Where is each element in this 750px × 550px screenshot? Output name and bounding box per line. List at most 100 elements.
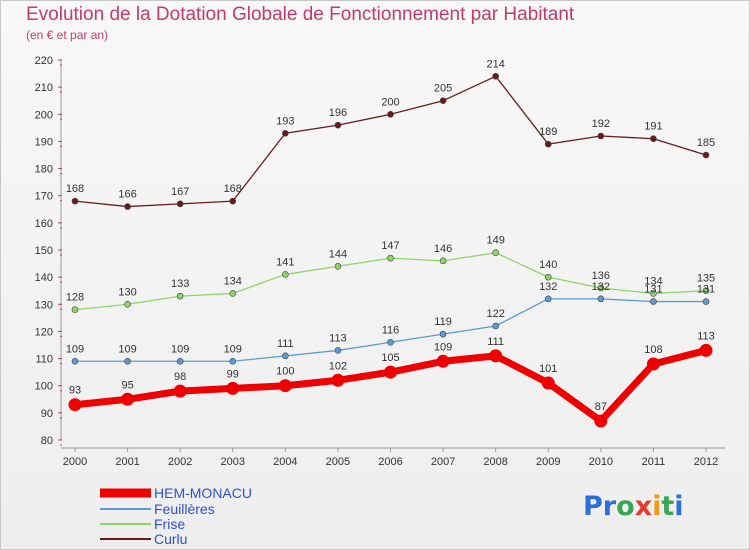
data-label: 168 — [66, 183, 84, 195]
data-point — [702, 151, 710, 159]
data-point — [282, 129, 289, 137]
x-tick-label: 2011 — [642, 456, 666, 468]
data-point — [702, 298, 710, 305]
data-label: 193 — [276, 115, 294, 127]
legend-label: Feuillères — [154, 501, 215, 517]
data-label: 185 — [697, 137, 715, 149]
x-tick-label: 2010 — [589, 456, 613, 468]
data-label: 134 — [224, 275, 242, 287]
data-label: 141 — [276, 256, 294, 268]
data-point — [544, 295, 552, 303]
data-label: 131 — [697, 284, 715, 296]
data-label: 122 — [486, 308, 504, 320]
data-label: 135 — [697, 273, 715, 285]
data-label: 147 — [381, 240, 399, 252]
data-point — [282, 352, 289, 360]
data-point — [489, 349, 503, 363]
data-label: 109 — [118, 343, 136, 355]
y-tick-label: 200 — [35, 109, 53, 121]
chart-subtitle: (en € et par an) — [26, 28, 109, 42]
data-point — [384, 365, 397, 379]
data-label: 166 — [118, 189, 136, 201]
data-point — [121, 392, 135, 406]
chart-title: Evolution de la Dotation Globale de Fonc… — [26, 4, 575, 25]
x-tick-label: 2012 — [694, 456, 718, 468]
data-label: 131 — [644, 284, 662, 296]
data-point — [594, 414, 608, 428]
data-point — [439, 97, 447, 105]
data-point — [699, 343, 713, 357]
y-tick-label: 130 — [35, 299, 53, 311]
y-tick-label: 180 — [35, 164, 53, 176]
data-label: 105 — [381, 352, 399, 364]
data-point — [597, 132, 605, 140]
data-point — [597, 295, 605, 303]
data-point — [229, 290, 237, 297]
y-tick-label: 150 — [35, 245, 53, 257]
data-point — [176, 357, 184, 365]
data-point — [541, 376, 555, 390]
x-tick-label: 2009 — [536, 456, 560, 468]
data-point — [439, 330, 447, 338]
data-point — [650, 290, 657, 297]
x-tick-label: 2005 — [326, 456, 350, 468]
y-tick-label: 210 — [35, 82, 53, 94]
data-label: 136 — [592, 270, 610, 282]
legend-label: HEM-MONACU — [154, 485, 252, 501]
data-point — [387, 110, 394, 118]
x-tick-label: 2007 — [431, 456, 455, 468]
data-point — [331, 373, 345, 387]
data-point — [650, 135, 657, 143]
data-label: 140 — [539, 259, 557, 271]
data-label: 111 — [277, 338, 294, 350]
data-point — [439, 257, 447, 265]
data-point — [173, 384, 187, 398]
data-point — [71, 197, 79, 205]
data-point — [71, 357, 79, 365]
data-point — [436, 354, 450, 368]
y-tick-label: 220 — [35, 55, 53, 67]
data-label: 192 — [592, 118, 610, 130]
data-label: 168 — [224, 183, 242, 195]
data-label: 134 — [644, 275, 662, 287]
y-tick-label: 190 — [35, 136, 53, 148]
data-point — [492, 322, 499, 330]
data-label: 87 — [595, 401, 607, 413]
y-tick-label: 120 — [35, 326, 53, 338]
data-label: 113 — [697, 330, 715, 342]
data-point — [334, 262, 342, 270]
legend-label: Curlu — [154, 531, 187, 547]
data-point — [544, 140, 552, 148]
data-label: 109 — [434, 341, 452, 353]
y-tick-label: 100 — [35, 381, 53, 393]
legend-label: Frise — [154, 516, 185, 532]
data-label: 113 — [329, 332, 347, 344]
data-point — [71, 306, 79, 314]
data-point — [702, 287, 710, 295]
data-point — [334, 121, 342, 129]
data-label: 189 — [539, 126, 557, 138]
data-point — [226, 381, 240, 395]
data-label: 130 — [118, 286, 136, 298]
data-point — [176, 200, 184, 208]
data-label: 109 — [171, 343, 189, 355]
data-point — [334, 347, 342, 354]
x-tick-label: 2000 — [63, 456, 87, 468]
x-tick-label: 2004 — [273, 456, 297, 468]
data-label: 167 — [171, 186, 189, 198]
data-label: 196 — [329, 107, 347, 119]
data-point — [278, 379, 292, 393]
data-point — [176, 292, 184, 300]
data-point — [124, 300, 131, 308]
y-tick-label: 90 — [41, 408, 53, 420]
data-label: 109 — [66, 343, 84, 355]
data-label: 116 — [382, 324, 400, 336]
data-label: 128 — [66, 292, 84, 304]
data-point — [124, 203, 131, 210]
data-label: 100 — [276, 366, 294, 378]
data-point — [68, 398, 82, 412]
data-label: 98 — [174, 371, 186, 383]
x-tick-label: 2008 — [483, 456, 507, 468]
data-point — [597, 284, 605, 292]
